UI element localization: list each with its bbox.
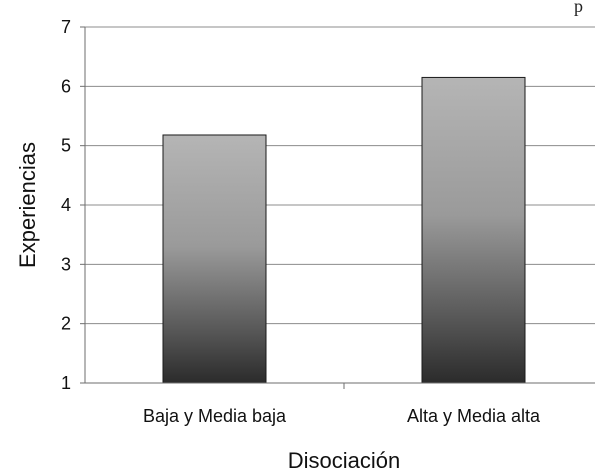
bar <box>421 76 526 384</box>
x-axis-title: Disociación <box>288 448 401 473</box>
y-tick-label: 2 <box>61 314 71 334</box>
bar <box>162 134 267 384</box>
y-tick-labels: 1 2 3 4 5 6 7 <box>61 17 71 393</box>
y-tick-label: 5 <box>61 136 71 156</box>
y-tick-label: 3 <box>61 254 71 274</box>
bars <box>162 76 526 384</box>
y-tick-label: 7 <box>61 17 71 37</box>
x-category-labels: Baja y Media baja Alta y Media alta <box>143 406 541 426</box>
y-tick-label: 4 <box>61 195 71 215</box>
y-tick-label: 6 <box>61 76 71 96</box>
x-category-label: Baja y Media baja <box>143 406 287 426</box>
corner-mark: p <box>574 0 583 16</box>
y-axis-title: Experiencias <box>15 142 40 268</box>
y-tick-label: 1 <box>61 373 71 393</box>
x-category-label: Alta y Media alta <box>407 406 541 426</box>
axes <box>80 26 595 389</box>
